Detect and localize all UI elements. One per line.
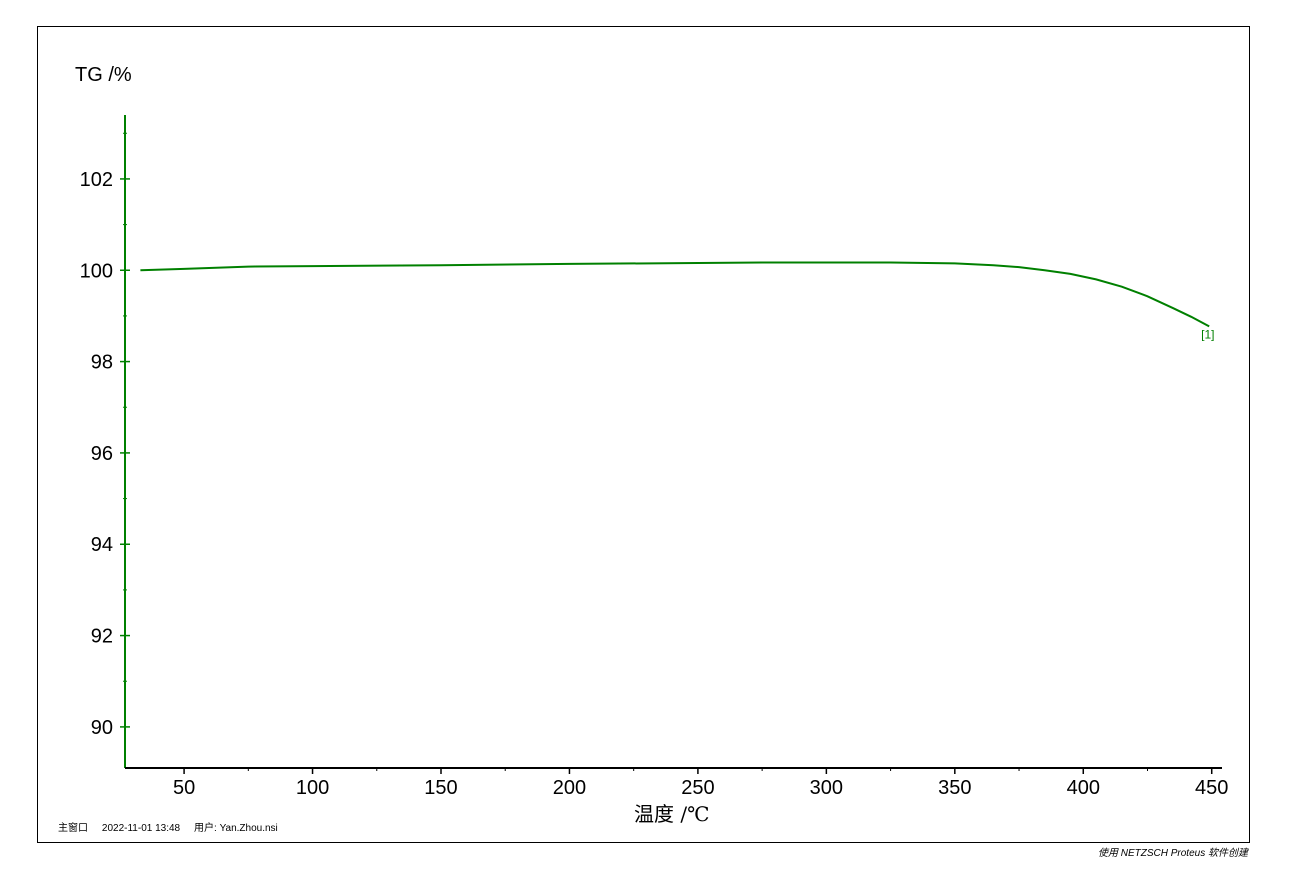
- y-axis-label: TG /%: [75, 64, 132, 86]
- y-tick-label: 100: [80, 260, 113, 282]
- x-tick-label: 300: [810, 777, 843, 799]
- x-tick-label: 350: [938, 777, 971, 799]
- x-tick-label: 250: [681, 777, 714, 799]
- y-tick-label: 98: [91, 352, 113, 374]
- y-tick-label: 90: [91, 717, 113, 739]
- y-tick-label: 94: [91, 534, 113, 556]
- series-line-1: [140, 261, 1210, 328]
- plot-frame: [37, 26, 1250, 843]
- series-tag-1: [1]: [1201, 327, 1214, 341]
- x-tick-label: 150: [424, 777, 457, 799]
- footer-info: 主窗口 2022-11-01 13:48 用户: Yan.Zhou.nsi: [58, 819, 278, 834]
- axes: [124, 115, 1222, 769]
- software-credit: 使用 NETZSCH Proteus 软件创建: [1097, 848, 1248, 859]
- footer-datetime: 2022-11-01 13:48: [101, 823, 181, 834]
- x-tick-label: 50: [173, 777, 195, 799]
- ticks: [120, 132, 1213, 774]
- footer-user: 用户: Yan.Zhou.nsi: [194, 823, 278, 834]
- series: [1]: [140, 261, 1214, 341]
- y-tick-label: 102: [80, 169, 113, 191]
- y-tick-label: 96: [91, 443, 113, 465]
- x-tick-label: 200: [553, 777, 586, 799]
- x-axis-label: 温度 /℃: [634, 802, 710, 826]
- x-tick-label: 400: [1067, 777, 1100, 799]
- x-tick-label: 100: [296, 777, 329, 799]
- y-tick-label: 92: [91, 626, 113, 648]
- x-tick-label: 450: [1195, 777, 1228, 799]
- tick-labels: 90 92 94 96 98 100 102 50 100 150 200 250 300 350 400 4…: [80, 169, 1229, 799]
- footer-window: 主窗口: [58, 823, 88, 834]
